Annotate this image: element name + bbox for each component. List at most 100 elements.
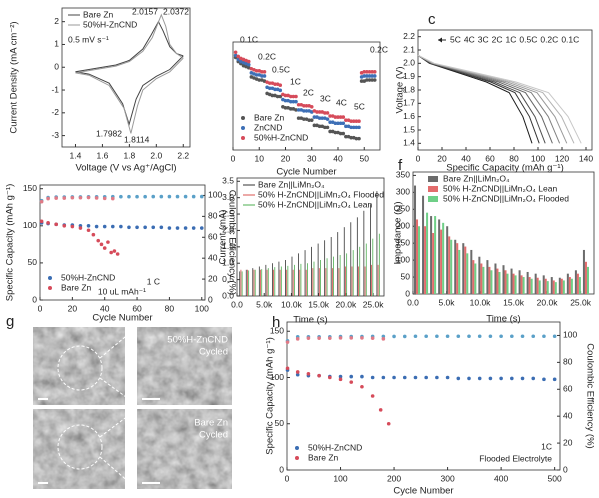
plot-frame (39, 184, 206, 301)
data-point (424, 334, 428, 339)
annotation: Flooded Electrolyte (479, 453, 552, 463)
data-point (359, 79, 364, 83)
bar (450, 239, 453, 294)
legend-label: 1C (506, 34, 517, 44)
y-tick-label: 50 (401, 271, 411, 281)
data-point (312, 115, 317, 119)
legend-label: 2C (492, 34, 503, 44)
data-point (175, 194, 180, 199)
zoom-line (99, 408, 138, 438)
data-point (233, 50, 238, 55)
legend-label: Bare Zn||LiMn₂O₄ (258, 179, 325, 189)
data-point (317, 116, 322, 120)
bar (440, 229, 443, 294)
data-point (94, 224, 99, 229)
annotation: 1 C (147, 276, 160, 286)
x-tick-label: 10 (255, 153, 265, 163)
series-line (417, 54, 561, 144)
bar (576, 273, 579, 294)
bar (454, 239, 457, 294)
legend-label: 50% H-ZnCND||LiMn₂O₄ Flooded (258, 189, 384, 199)
bar (554, 282, 557, 294)
x-tick-label: 40 (100, 303, 110, 313)
x-axis-label: Cycle Number (92, 313, 152, 324)
annotation: 0.2C (370, 44, 388, 54)
bar (578, 277, 581, 294)
series-line (417, 54, 533, 144)
data-point (296, 108, 301, 112)
bar (542, 275, 545, 294)
data-point (278, 83, 283, 87)
data-point (365, 74, 369, 78)
bar (538, 280, 541, 294)
plot-frame (286, 321, 561, 471)
data-point (183, 194, 188, 199)
data-point (254, 69, 259, 73)
data-point (467, 334, 471, 339)
y-tick-label: 1.5 (403, 124, 415, 134)
legend-swatch (241, 126, 245, 130)
bar (502, 265, 505, 294)
data-point (151, 194, 156, 199)
data-point (309, 105, 314, 109)
legend-label: 50% H-ZnCND||LiMn₂O₄ Flooded (443, 193, 569, 203)
annotation: 1.7982 (96, 128, 122, 138)
legend-swatch (428, 196, 438, 202)
legend-label: 50%H-ZnCND (61, 272, 115, 282)
data-point (119, 224, 123, 229)
x-tick-label: 400 (494, 473, 508, 483)
bar (566, 273, 569, 294)
y-tick-label: 0.0 (222, 290, 234, 300)
legend-label: 0.1C (561, 34, 579, 44)
y2-tick-label: 20 (563, 437, 573, 447)
data-point (39, 219, 44, 224)
data-point (456, 334, 461, 339)
zoom-line (99, 456, 138, 490)
data-point (477, 334, 482, 339)
annotation: 1.8114 (124, 134, 150, 144)
data-point (183, 226, 188, 230)
y-tick-label: 2.5 (222, 208, 234, 218)
legend-swatch (295, 456, 299, 460)
series-line (417, 54, 546, 144)
x-tick-label: 100 (333, 473, 347, 483)
y-tick-label: 250 (396, 204, 410, 214)
x-tick-label: 25.0k (363, 299, 385, 309)
y-tick-label: 0 (32, 294, 37, 304)
data-point (354, 125, 359, 130)
data-point (323, 111, 327, 115)
y-axis-label: Current Density (mA cm⁻²) (9, 21, 20, 133)
annotation: 0.5 mV s⁻¹ (68, 34, 109, 44)
data-point (392, 375, 396, 380)
data-point (333, 121, 338, 126)
legend-label: 0.5C (519, 34, 537, 44)
x-axis-label: Time (s) (486, 314, 520, 325)
bar (434, 216, 437, 294)
data-point (199, 194, 204, 199)
data-point (78, 195, 83, 200)
data-point (278, 94, 283, 99)
y-tick-label: 50 (275, 418, 285, 428)
x-tick-label: 15.0k (308, 299, 330, 309)
x-tick-label: 10.0k (281, 299, 303, 309)
data-point (294, 94, 298, 99)
data-point (367, 78, 372, 82)
data-point (254, 73, 259, 77)
x-tick-label: 40 (461, 153, 471, 163)
annotation: 5C (354, 101, 365, 111)
data-point (283, 106, 288, 110)
data-point (54, 222, 58, 227)
y-tick-label: 1.8 (403, 84, 415, 94)
data-point (349, 380, 354, 384)
bar (416, 219, 419, 294)
y-tick-label: 3.0 (222, 192, 234, 202)
annotation: 2C (303, 87, 314, 97)
y-axis-label: Specific Capacity (mAh g⁻¹) (5, 184, 16, 301)
data-point (349, 135, 353, 140)
x-axis-label: Voltage (V vs Ag⁺/AgCl) (75, 163, 176, 174)
data-point (325, 111, 330, 115)
legend-label: 50%H-ZnCND (254, 132, 308, 142)
data-point (372, 70, 377, 74)
x-tick-label: 60 (132, 303, 142, 313)
bar (518, 270, 521, 294)
